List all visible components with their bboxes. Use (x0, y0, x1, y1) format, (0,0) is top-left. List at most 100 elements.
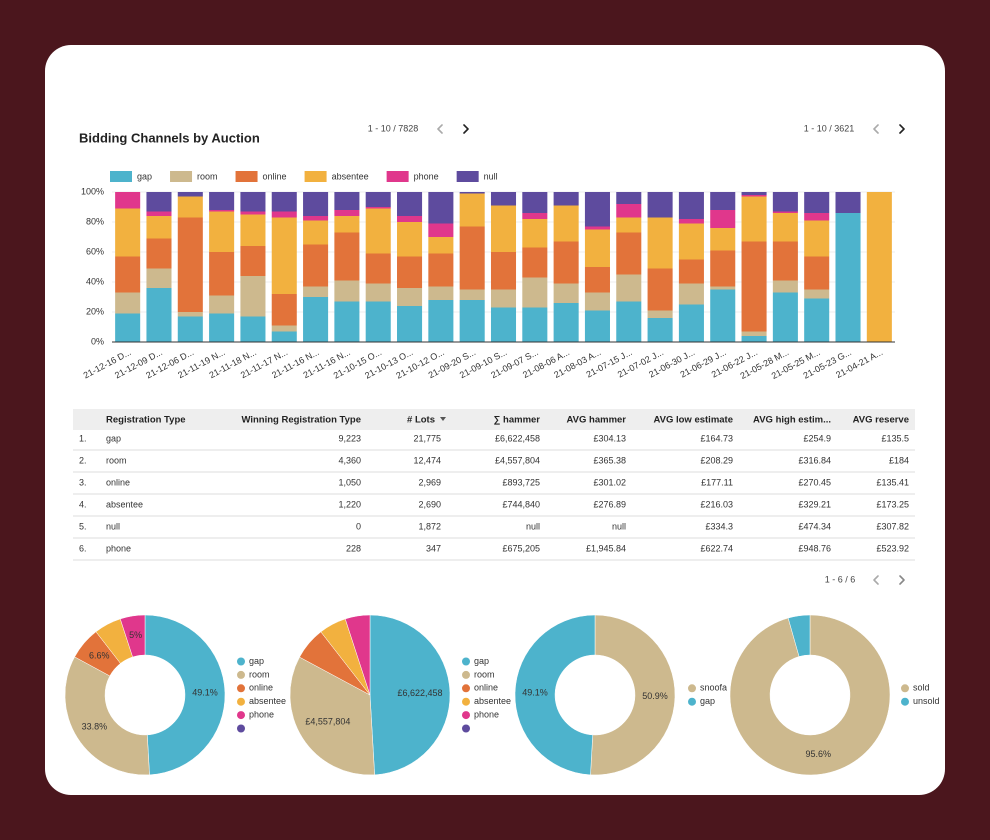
table-cell: phone (106, 543, 131, 553)
bar-segment (678, 283, 704, 305)
legend-dot[interactable] (462, 724, 470, 733)
bar-segment (835, 213, 861, 342)
next-page[interactable] (899, 124, 905, 134)
legend-label[interactable]: online (474, 683, 498, 693)
y-tick-label: 60% (86, 246, 104, 256)
legend-dot[interactable] (237, 684, 245, 693)
legend-dot[interactable] (237, 670, 245, 679)
bar-segment (365, 301, 391, 342)
table-cell: £254.9 (803, 433, 831, 443)
column-header[interactable]: ∑ hammer (494, 415, 541, 426)
legend-swatch[interactable] (456, 171, 479, 182)
legend-label[interactable]: gap (474, 656, 489, 666)
column-header[interactable]: Winning Registration Type (241, 415, 361, 426)
table-cell: 1,220 (338, 499, 361, 509)
table-cell: £135.41 (876, 477, 909, 487)
legend-label[interactable]: absentee (332, 171, 369, 181)
column-header[interactable]: AVG high estim... (753, 415, 831, 426)
legend-dot[interactable] (462, 657, 470, 666)
legend-swatch[interactable] (304, 171, 327, 182)
pie-slice[interactable] (144, 614, 226, 776)
legend-label[interactable]: phone (414, 171, 439, 181)
table-cell: £164.73 (700, 433, 733, 443)
bar-segment (804, 289, 830, 299)
bar-segment (146, 211, 172, 216)
bar-segment (522, 192, 548, 213)
legend-label[interactable]: room (197, 171, 218, 181)
table-cell: £474.34 (798, 521, 831, 531)
bar-segment (209, 295, 235, 314)
legend-swatch[interactable] (235, 171, 258, 182)
bar-segment (553, 192, 579, 206)
legend-label[interactable]: gap (249, 656, 264, 666)
column-header[interactable]: AVG hammer (567, 415, 627, 426)
next-page[interactable] (899, 575, 905, 585)
bar-segment (334, 280, 360, 302)
legend-label[interactable]: online (263, 171, 287, 181)
legend-label[interactable]: gap (137, 171, 152, 181)
legend-dot[interactable] (901, 684, 909, 693)
legend-label[interactable]: null (484, 171, 498, 181)
table-cell: £365.38 (593, 455, 626, 465)
legend-label[interactable]: snoofa (700, 683, 727, 693)
pie-value-label: 49.1% (192, 688, 218, 698)
legend-label[interactable]: sold (913, 683, 930, 693)
legend-swatch[interactable] (110, 171, 132, 182)
pie-slice[interactable] (64, 656, 150, 776)
legend-label[interactable]: unsold (913, 696, 940, 706)
pie-slice[interactable] (369, 614, 451, 776)
column-header[interactable]: AVG low estimate (653, 415, 733, 426)
column-header[interactable]: Registration Type (106, 415, 186, 426)
pie-slice[interactable] (787, 614, 811, 657)
legend-swatch[interactable] (170, 171, 193, 182)
bar-segment (334, 192, 360, 210)
table-cell: £744,840 (502, 499, 540, 509)
legend-label[interactable]: room (474, 669, 495, 679)
legend-label[interactable]: phone (474, 709, 499, 719)
sort-indicator[interactable] (440, 417, 446, 421)
legend-dot[interactable] (237, 711, 245, 720)
bar-segment (177, 316, 203, 342)
pie-slice[interactable] (729, 614, 891, 776)
bar-segment (804, 220, 830, 257)
pie-slice[interactable] (289, 656, 375, 776)
legend-dot[interactable] (462, 711, 470, 720)
pie-slice[interactable] (514, 614, 596, 776)
bar-segment (616, 192, 642, 204)
legend-label[interactable]: room (249, 669, 270, 679)
prev-page[interactable] (437, 124, 443, 134)
legend-label[interactable]: absentee (474, 696, 511, 706)
bar-segment (678, 304, 704, 342)
legend-dot[interactable] (237, 724, 245, 733)
bar-segment (522, 277, 548, 308)
legend-dot[interactable] (237, 697, 245, 706)
pie-value-label: 33.8% (82, 722, 108, 732)
legend-label[interactable]: online (249, 683, 273, 693)
pie-slice[interactable] (344, 614, 371, 696)
column-header[interactable]: AVG reserve (853, 415, 909, 426)
legend-dot[interactable] (901, 697, 909, 706)
legend-dot[interactable] (237, 657, 245, 666)
bar-segment (522, 219, 548, 248)
prev-page[interactable] (873, 124, 879, 134)
legend-label[interactable]: gap (700, 696, 715, 706)
legend-dot[interactable] (688, 684, 696, 693)
next-page[interactable] (463, 124, 469, 134)
pie-slice[interactable] (119, 614, 146, 658)
bar-segment (584, 292, 610, 311)
legend-dot[interactable] (462, 670, 470, 679)
bar-segment (397, 192, 423, 216)
bar-segment (177, 192, 203, 197)
legend-dot[interactable] (462, 684, 470, 693)
table-cell: gap (106, 433, 121, 443)
prev-page[interactable] (873, 575, 879, 585)
bar-segment (240, 246, 266, 276)
legend-dot[interactable] (688, 697, 696, 706)
legend-label[interactable]: phone (249, 709, 274, 719)
pie-slice[interactable] (590, 614, 676, 776)
legend-dot[interactable] (462, 697, 470, 706)
bar-segment (146, 288, 172, 342)
legend-swatch[interactable] (386, 171, 409, 182)
legend-label[interactable]: absentee (249, 696, 286, 706)
column-header[interactable]: # Lots (407, 415, 435, 426)
